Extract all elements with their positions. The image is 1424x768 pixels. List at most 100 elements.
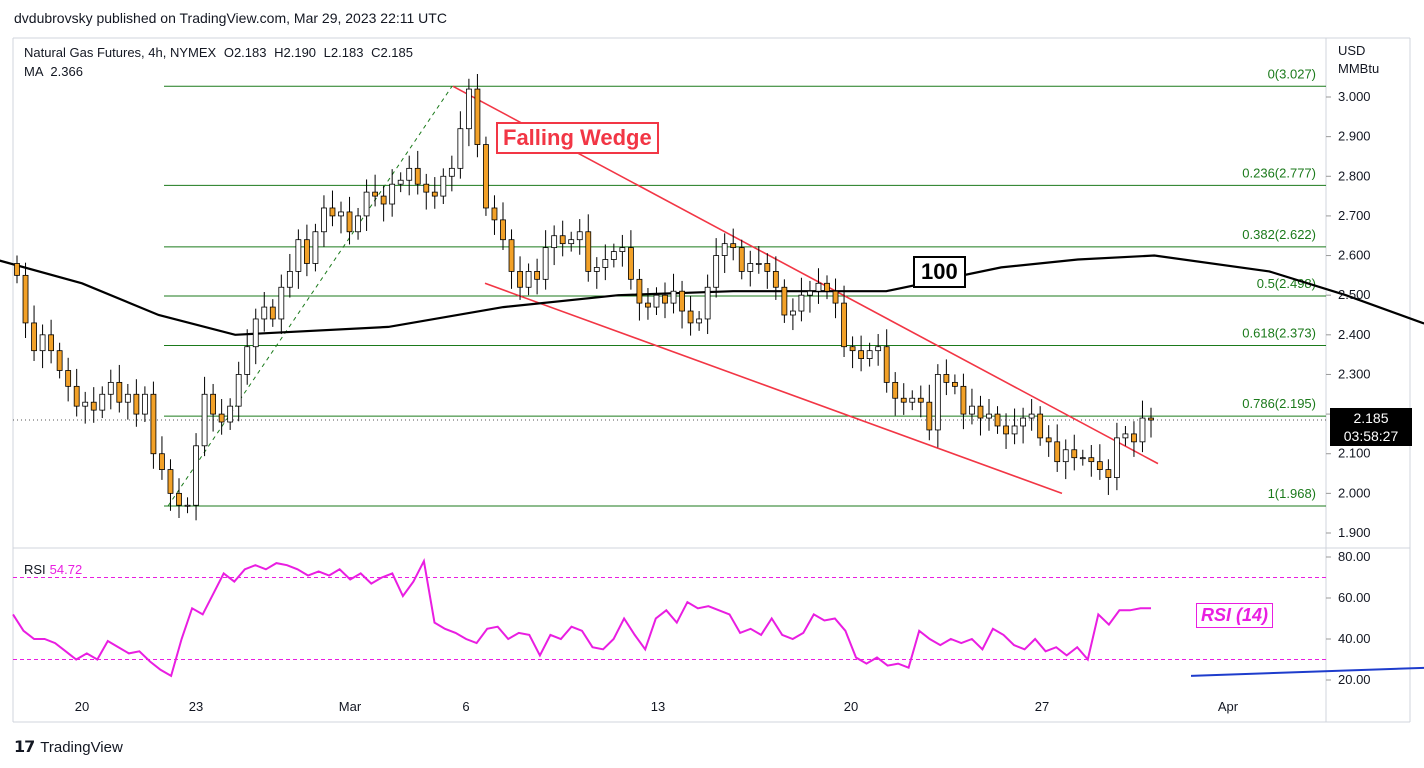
candle-body [815,282,822,292]
candle-body [866,350,873,360]
candle-body [738,247,745,272]
ma-period-annotation[interactable]: 100 [913,256,966,288]
candle-body [576,231,583,241]
candle-body [107,381,114,395]
candle-body [764,263,771,272]
candle-body [73,385,80,407]
volume-unit: MMBtu [1338,61,1380,76]
time-axis[interactable]: 20 23 Mar 6 13 20 27 Apr [75,699,1239,714]
high-value: 2.190 [283,45,317,60]
price-tick-label: 2.000 [1338,485,1371,500]
candle-body [82,401,89,407]
candle-body [969,405,975,415]
candle-body [986,413,992,419]
footer-brand[interactable]: 𝟭𝟳 TradingView [14,737,123,757]
candle-body [244,346,251,375]
rsi-axis[interactable]: 80.00 60.00 40.00 20.00 [1326,549,1371,687]
rsi-line [12,557,1151,678]
candle-body [798,294,805,312]
candle-body [696,318,703,324]
candle-body [295,239,302,272]
candle-body [772,270,779,288]
candle-body [124,393,131,403]
fibonacci-levels: 0(3.027) 0.236(2.777) 0.382(2.622) 0.5(2.49… [13,66,1326,507]
rsi-annotation[interactable]: RSI (14) [1196,603,1274,628]
candle-body [491,207,498,221]
candle-body [500,219,506,241]
candle-body [1037,413,1044,439]
candle-body [1139,417,1146,443]
candle-body [1028,413,1035,419]
candle-body [1054,441,1061,463]
candle-body [525,270,532,288]
fib-label: 0.618(2.373) [1242,326,1316,341]
candle-body [585,231,592,272]
candle-body [670,290,677,304]
last-price-tag: 2.185 03:58:27 [1330,408,1412,446]
candle-body [159,453,165,470]
price-tick-label: 3.000 [1338,89,1371,104]
candle-body [602,259,609,268]
candle-body [90,401,97,411]
close-value: 2.185 [380,45,414,60]
candle-body [431,191,438,197]
candle-body [824,282,830,292]
price-axis[interactable]: 3.000 2.900 2.800 2.700 2.600 2.500 2.400 2.300… [1326,89,1371,540]
candle-body [1113,437,1120,478]
candle-body [1062,449,1069,463]
price-tick-label: 2.400 [1338,327,1371,342]
fib-label: 0(3.027) [1268,66,1316,81]
candle-body [610,251,617,260]
price-tick-label: 2.500 [1338,287,1371,302]
candle-body [227,405,234,423]
candle-body [355,215,361,233]
candle-body [176,492,182,506]
candle-body [14,263,20,276]
candle-body [31,322,37,352]
fib-label: 1(1.968) [1268,486,1316,501]
time-tick-label: 6 [462,699,469,714]
rsi-legend[interactable]: RSI 54.72 [24,562,82,577]
candlesticks [14,74,1154,521]
candle-body [977,405,984,419]
candle-body [201,393,208,447]
candle-body [252,318,259,348]
ma-legend[interactable]: MA 2.366 [24,64,83,79]
candle-body [22,274,29,324]
rsi-panel [12,557,1424,678]
candle-body [65,370,72,387]
candle-body [1105,469,1112,478]
price-tick-label: 2.700 [1338,208,1371,223]
falling-wedge-annotation[interactable]: Falling Wedge [496,122,659,154]
wedge-lower-line [484,282,1063,495]
candle-body [568,239,575,245]
candle-body [1096,461,1103,470]
open-value: 2.183 [233,45,267,60]
candle-body [133,393,140,415]
symbol-legend[interactable]: Natural Gas Futures, 4h, NYMEX O2.183 H2… [24,45,413,60]
candle-body [389,183,396,205]
candle-body [883,346,890,383]
candle-body [619,247,626,252]
candle-body [934,374,941,431]
close-label: C [371,45,381,60]
fib-label: 0.5(2.498) [1257,276,1316,291]
candle-body [423,183,430,193]
candle-body [508,239,515,272]
brand-name: TradingView [40,738,123,756]
candle-body [329,207,336,217]
candle-body [474,88,481,145]
low-label: L [323,45,331,60]
rsi-divergence-line [1190,666,1424,677]
candle-body [218,413,225,423]
candle-body [193,445,199,506]
candle-body [184,504,191,507]
candle-body [849,346,856,352]
candle-body [636,278,643,304]
open-label: O [223,45,234,60]
candle-body [534,270,541,280]
candle-body [303,239,310,264]
candle-body [363,191,370,217]
candle-body [679,290,685,312]
